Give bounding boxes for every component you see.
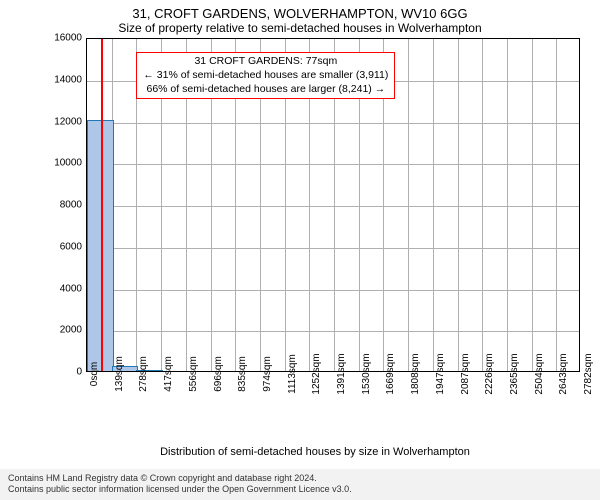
x-tick-label: 835sqm (237, 356, 248, 392)
chart-title-sub: Size of property relative to semi-detach… (0, 21, 600, 37)
x-axis-label: Distribution of semi-detached houses by … (50, 446, 580, 458)
annotation-line: ← 31% of semi-detached houses are smalle… (143, 69, 388, 83)
x-tick-label: 1113sqm (287, 354, 298, 394)
y-tick-label: 12000 (42, 116, 82, 127)
footer: Contains HM Land Registry data © Crown c… (0, 469, 600, 500)
x-tick-label: 1669sqm (385, 353, 396, 394)
annotation-box: 31 CROFT GARDENS: 77sqm← 31% of semi-det… (136, 52, 395, 99)
y-tick-label: 0 (42, 367, 82, 378)
x-tick-label: 2365sqm (509, 353, 520, 394)
x-tick-label: 0sqm (89, 362, 100, 386)
x-tick-label: 139sqm (114, 356, 125, 392)
chart-area: 0200040006000800010000120001400016000 31… (50, 38, 580, 418)
y-tick-label: 6000 (42, 241, 82, 252)
footer-line2: Contains public sector information licen… (8, 484, 592, 496)
gridline-v (433, 39, 434, 371)
x-tick-label: 2087sqm (460, 353, 471, 394)
plot-region: 31 CROFT GARDENS: 77sqm← 31% of semi-det… (86, 38, 580, 372)
x-tick-label: 417sqm (163, 356, 174, 392)
property-marker-line (101, 39, 103, 371)
x-tick-label: 696sqm (213, 356, 224, 392)
x-tick-label: 556sqm (188, 356, 199, 392)
y-tick-label: 4000 (42, 283, 82, 294)
gridline-v (408, 39, 409, 371)
x-tick-label: 1391sqm (336, 353, 347, 394)
y-tick-label: 8000 (42, 200, 82, 211)
y-tick-label: 10000 (42, 158, 82, 169)
gridline-v (507, 39, 508, 371)
x-tick-label: 278sqm (138, 356, 149, 392)
page: 31, CROFT GARDENS, WOLVERHAMPTON, WV10 6… (0, 0, 600, 500)
x-tick-label: 1252sqm (311, 353, 322, 394)
y-tick-label: 14000 (42, 74, 82, 85)
x-tick-label: 2782sqm (583, 353, 594, 394)
annotation-line: 31 CROFT GARDENS: 77sqm (143, 55, 388, 69)
gridline-v (458, 39, 459, 371)
x-tick-label: 974sqm (262, 356, 273, 392)
gridline-v (556, 39, 557, 371)
chart-title-main: 31, CROFT GARDENS, WOLVERHAMPTON, WV10 6… (0, 0, 600, 21)
x-tick-label: 1530sqm (361, 353, 372, 394)
gridline-v (532, 39, 533, 371)
x-tick-label: 2643sqm (558, 353, 569, 394)
annotation-line: 66% of semi-detached houses are larger (… (143, 83, 388, 97)
x-tick-label: 1808sqm (410, 353, 421, 394)
x-tick-label: 1947sqm (435, 353, 446, 394)
y-tick-label: 2000 (42, 325, 82, 336)
y-tick-label: 16000 (42, 33, 82, 44)
footer-line1: Contains HM Land Registry data © Crown c… (8, 473, 592, 485)
x-tick-label: 2504sqm (534, 353, 545, 394)
x-tick-label: 2226sqm (484, 353, 495, 394)
gridline-v (482, 39, 483, 371)
